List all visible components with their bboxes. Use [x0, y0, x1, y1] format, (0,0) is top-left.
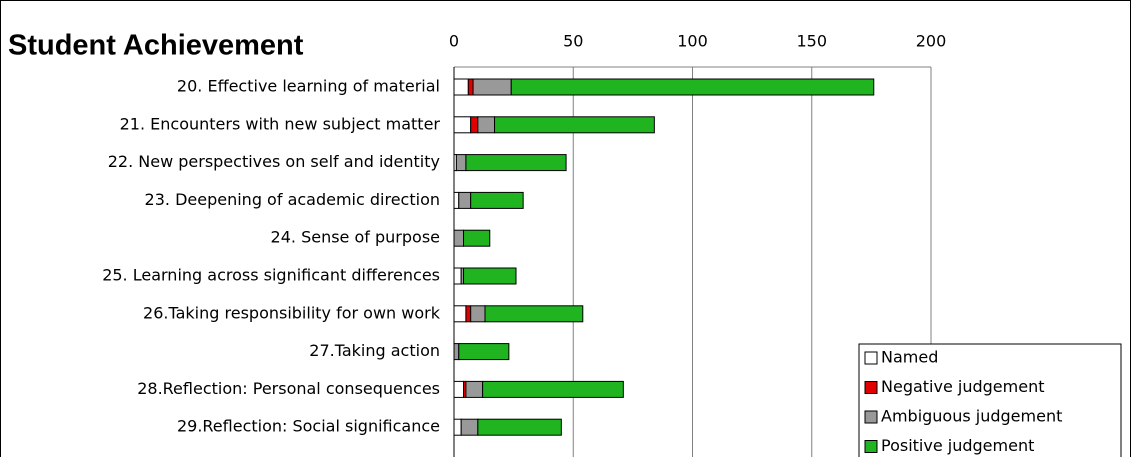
bar-segment	[463, 229, 491, 247]
bar-segment	[453, 418, 462, 436]
legend-swatch	[864, 351, 878, 365]
bar-segment	[453, 380, 465, 398]
y-tick-label: 21. Encounters with new subject matter	[120, 114, 441, 133]
x-tick-label: 0	[449, 32, 459, 51]
bar-segment	[463, 267, 517, 285]
bar-segment	[458, 343, 510, 361]
x-tick-label: 200	[916, 32, 947, 51]
bar-segment	[494, 116, 655, 134]
y-tick-label: 26.Taking responsibility for own work	[143, 303, 441, 322]
bar-segment	[453, 305, 467, 323]
bar-segment	[484, 305, 584, 323]
legend-label: Positive judgement	[881, 436, 1034, 455]
y-tick-label: 29.Reflection: Social significance	[177, 417, 440, 436]
legend-label: Named	[881, 348, 938, 367]
legend-label: Negative judgement	[881, 377, 1044, 396]
bar-segment	[465, 154, 567, 172]
bar-segment	[453, 116, 472, 134]
bar-segment	[458, 191, 472, 209]
y-tick-label: 20. Effective learning of material	[177, 77, 440, 96]
bar-segment	[453, 343, 460, 361]
chart-title: Student Achievement	[8, 30, 304, 62]
bar-segment	[467, 78, 474, 96]
bar-segment	[472, 78, 512, 96]
bar-segment	[482, 380, 624, 398]
bar-segment	[453, 229, 465, 247]
x-tick-label: 50	[563, 32, 583, 51]
y-tick-label: 27.Taking action	[309, 341, 440, 360]
bar-segment	[470, 305, 486, 323]
legend-box	[858, 343, 1122, 457]
y-tick-label: 28.Reflection: Personal consequences	[137, 379, 440, 398]
y-tick-label: 25. Learning across significant differen…	[102, 266, 440, 285]
bar-segment	[470, 191, 524, 209]
bar-segment	[453, 191, 460, 209]
y-tick-label: 22. New perspectives on self and identit…	[108, 152, 440, 171]
legend-label: Ambiguous judgement	[881, 407, 1062, 426]
bar-segment	[465, 305, 472, 323]
bar-segment	[510, 78, 875, 96]
bar-segment	[477, 418, 562, 436]
y-tick-label: 24. Sense of purpose	[271, 228, 440, 247]
x-tick-label: 100	[677, 32, 708, 51]
legend-swatch	[864, 410, 878, 424]
bar-segment	[453, 267, 462, 285]
bar-segment	[455, 154, 467, 172]
legend-swatch	[864, 440, 878, 453]
bar-segment	[460, 418, 479, 436]
bar-segment	[453, 78, 469, 96]
y-tick-label: 23. Deepening of academic direction	[145, 190, 440, 209]
bar-segment	[470, 116, 479, 134]
bar-segment	[465, 380, 484, 398]
x-tick-label: 150	[796, 32, 827, 51]
legend-swatch	[864, 381, 878, 394]
bar-segment	[477, 116, 496, 134]
